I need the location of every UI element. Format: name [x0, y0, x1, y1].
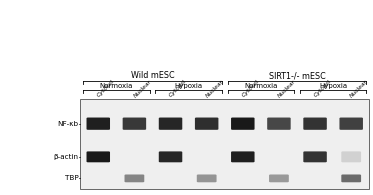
FancyBboxPatch shape: [123, 118, 146, 130]
Text: Normoxia: Normoxia: [244, 83, 278, 89]
FancyBboxPatch shape: [195, 118, 219, 130]
FancyBboxPatch shape: [231, 151, 254, 162]
FancyBboxPatch shape: [339, 118, 363, 130]
Text: Nuclear: Nuclear: [205, 79, 225, 98]
FancyBboxPatch shape: [87, 118, 110, 130]
Text: Wild mESC: Wild mESC: [131, 71, 174, 80]
Text: Hypoxia: Hypoxia: [319, 83, 347, 89]
FancyBboxPatch shape: [125, 175, 144, 182]
Text: Nuclear: Nuclear: [132, 79, 152, 98]
Text: Nuclear: Nuclear: [350, 79, 369, 98]
Text: Normoxia: Normoxia: [100, 83, 133, 89]
Text: SIRT1-/- mESC: SIRT1-/- mESC: [269, 71, 325, 80]
FancyBboxPatch shape: [303, 151, 327, 162]
FancyBboxPatch shape: [341, 151, 361, 162]
FancyBboxPatch shape: [231, 118, 254, 130]
Text: TBP: TBP: [65, 175, 78, 181]
Text: NF-κb: NF-κb: [57, 121, 78, 127]
Text: Cytosol: Cytosol: [169, 79, 188, 98]
FancyBboxPatch shape: [159, 118, 182, 130]
Text: Cytosol: Cytosol: [96, 79, 116, 98]
FancyBboxPatch shape: [159, 151, 182, 162]
FancyBboxPatch shape: [303, 118, 327, 130]
Text: Cytosol: Cytosol: [241, 79, 260, 98]
FancyBboxPatch shape: [197, 175, 217, 182]
FancyBboxPatch shape: [87, 151, 110, 162]
Text: Nuclear: Nuclear: [277, 79, 297, 98]
FancyBboxPatch shape: [267, 118, 291, 130]
FancyBboxPatch shape: [341, 175, 361, 182]
Bar: [80, 99, 369, 189]
Text: Cytosol: Cytosol: [313, 79, 332, 98]
Text: Hypoxia: Hypoxia: [175, 83, 203, 89]
Text: β-actin: β-actin: [53, 154, 78, 160]
FancyBboxPatch shape: [269, 175, 289, 182]
